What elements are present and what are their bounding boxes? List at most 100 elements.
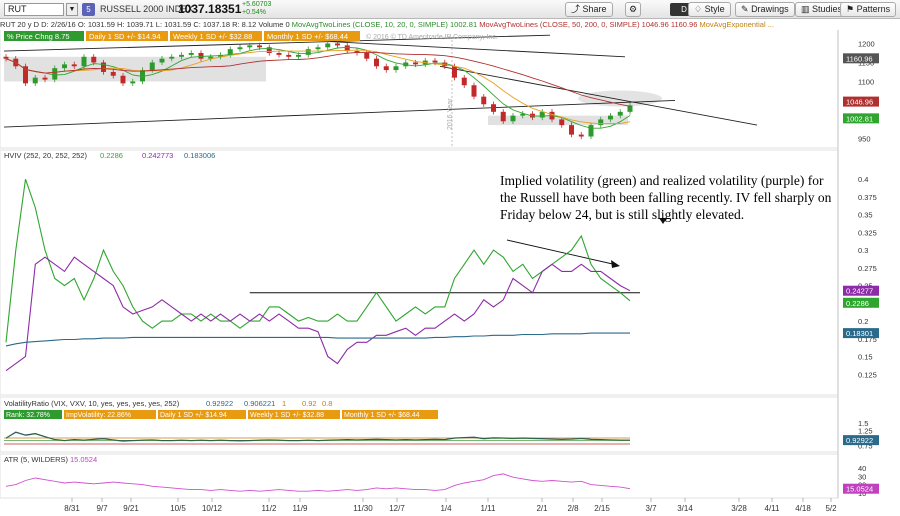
x-tick-label: 3/14	[677, 504, 693, 513]
vr-badge	[248, 410, 340, 419]
price-y-tick: 1200	[858, 39, 875, 48]
candle-body	[159, 58, 165, 63]
candle-body	[179, 54, 184, 57]
annotation-arrow-line	[506, 239, 618, 266]
candle-body	[452, 66, 457, 78]
atr-y-tick: 30	[858, 472, 866, 481]
candle-body	[296, 54, 301, 57]
x-tick-label: 10/5	[170, 504, 186, 513]
index-change: +5.60703 +0.54%	[242, 1, 271, 17]
vr-badge-label: ImpVolatility: 22.86%	[66, 412, 131, 419]
atr-y-tick: 40	[858, 464, 866, 473]
vr-value: 0.906221	[244, 399, 275, 408]
hviv-value: 0.183006	[184, 151, 215, 160]
pencil-icon: ✎	[741, 4, 749, 14]
hviv-y-tick: 0.15	[858, 353, 873, 362]
candle-body	[276, 52, 282, 55]
toolbar: RUT ▼ 5 RUSSELL 2000 INDEX 1037.18351 +5…	[0, 0, 900, 19]
candle-body	[500, 111, 506, 122]
studies-button[interactable]: ▥ Studies	[795, 2, 849, 17]
style-button[interactable]: ♢ Style	[688, 2, 731, 17]
studies-icon: ▥	[801, 4, 810, 14]
study-header-part: MovAvgTwoLines (CLOSE, 10, 20, 0, SIMPLE…	[289, 20, 450, 29]
candle-body	[354, 51, 360, 53]
panel-frame-atr	[0, 453, 839, 499]
year-marker-label: 2016 Year	[447, 98, 454, 130]
symbol-dropdown-icon[interactable]: ▼	[66, 3, 78, 16]
index-price: 1037.18351	[178, 2, 242, 16]
vr-line-2	[5, 432, 630, 442]
vr-badge-label: Monthly 1 SD +/- $68.44	[344, 412, 420, 419]
x-tick-label: 1/4	[440, 504, 452, 513]
x-tick-label: 8/31	[64, 504, 80, 513]
x-tick-label: 5/2	[825, 504, 837, 513]
candle-body	[510, 115, 516, 122]
price-right-tag-label: 1046.96	[846, 98, 873, 107]
study-header: RUT 20 y D D: 2/26/16 O: 1031.59 H: 1039…	[0, 19, 900, 30]
candle-body	[413, 62, 418, 65]
annotation-arrow-head	[611, 260, 620, 268]
index-change-pct: +0.54%	[242, 9, 266, 16]
candle-body	[247, 45, 253, 48]
price-badge	[4, 31, 84, 41]
price-right-tag	[843, 96, 879, 107]
candle-body	[3, 56, 9, 59]
copyright-text: © 2016 © TD Ameritrade IP Company, Inc.	[366, 33, 498, 41]
patterns-icon: ⚑	[846, 4, 855, 14]
candle-body	[569, 125, 574, 135]
vr-value: 0.92	[302, 399, 317, 408]
candle-body	[617, 111, 623, 116]
study-header-part: 1046.96 1160.96	[641, 20, 698, 29]
x-tick-label: 11/30	[353, 504, 373, 513]
x-tick-label: 11/9	[293, 504, 309, 513]
x-tick-label: 10/12	[202, 504, 223, 513]
vr-badge	[4, 410, 62, 419]
series-line-2	[5, 332, 630, 347]
index-change-points: +5.60703	[242, 1, 272, 8]
candle-body	[62, 64, 67, 69]
price-badge-label: Weekly 1 SD +/- $32.88	[173, 32, 252, 41]
vr-badge	[342, 410, 438, 419]
vr-badge	[158, 410, 246, 419]
candle-body	[432, 60, 438, 63]
vr-badge-label: Weekly 1 SD +/- $32.88	[250, 412, 324, 419]
price-badge-label: Daily 1 SD +/- $14.94	[89, 32, 161, 41]
link-group-badge[interactable]: 5	[82, 3, 95, 16]
candle-body	[286, 54, 292, 57]
study-header-part: RUT 20 y D D: 2/26/16 O: 1031.59 H: 1039…	[0, 20, 290, 29]
vr-right-tag-label: 0.92922	[846, 436, 873, 445]
drawings-button[interactable]: ✎ Drawings	[735, 2, 795, 17]
candle-body	[491, 104, 496, 112]
candle-body	[461, 77, 467, 86]
hviv-y-tick: 0.375	[858, 193, 877, 202]
index-name: RUSSELL 2000 INDEX	[100, 4, 194, 14]
candle-body	[32, 77, 38, 84]
candle-body	[559, 119, 565, 126]
drawings-label: Drawings	[751, 4, 789, 14]
candle-body	[578, 134, 584, 137]
share-label: Share	[582, 4, 607, 14]
candle-body	[520, 113, 526, 116]
price-badge	[86, 31, 168, 41]
x-tick-label: 2/15	[594, 504, 610, 513]
patterns-button[interactable]: ⚑ Patterns	[840, 2, 897, 17]
x-tick-label: 9/21	[123, 504, 139, 513]
settings-button[interactable]: ⚙	[625, 2, 642, 17]
atr-line	[5, 473, 631, 492]
hviv-y-tick: 0.4	[858, 175, 868, 184]
candle-body	[198, 52, 204, 59]
style-icon: ♢	[694, 4, 703, 14]
hviv-y-tick: 0.3	[858, 246, 868, 255]
x-tick-label: 3/7	[645, 504, 657, 513]
share-button[interactable]: ⤴ Share	[565, 2, 613, 17]
candle-body	[130, 81, 136, 84]
study-header-part: MovAvgExponential ...	[697, 20, 774, 29]
symbol-input[interactable]: RUT	[4, 3, 64, 16]
price-badge-label: Monthly 1 SD +/- $68.44	[267, 32, 348, 41]
x-tick-label: 2/8	[567, 504, 579, 513]
x-tick-label: 12/7	[389, 504, 405, 513]
price-right-tag	[843, 113, 879, 124]
x-tick-label: 3/28	[731, 504, 747, 513]
hviv-y-tick: 0.325	[858, 228, 877, 237]
